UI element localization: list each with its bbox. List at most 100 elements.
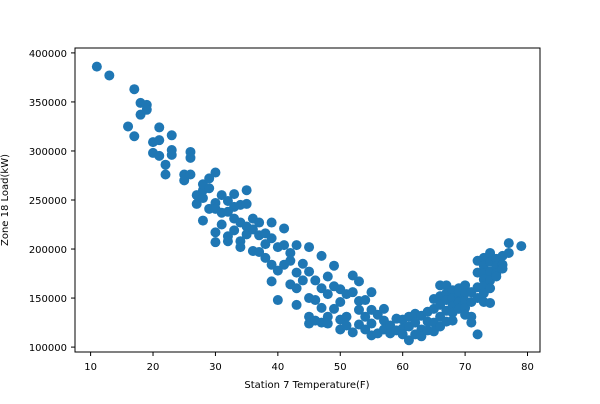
data-point bbox=[497, 263, 508, 274]
data-point bbox=[229, 189, 240, 200]
data-point bbox=[353, 304, 364, 315]
data-point bbox=[222, 195, 233, 206]
x-tick-label: 20 bbox=[147, 362, 160, 373]
data-point bbox=[260, 239, 271, 250]
x-tick-label: 80 bbox=[521, 362, 534, 373]
data-point bbox=[347, 287, 358, 298]
data-point bbox=[503, 238, 514, 249]
data-point bbox=[291, 267, 302, 278]
data-point bbox=[222, 236, 233, 247]
data-point bbox=[266, 259, 277, 270]
data-point bbox=[310, 275, 321, 286]
data-point bbox=[460, 280, 471, 291]
data-point bbox=[241, 185, 252, 196]
data-point bbox=[185, 169, 196, 180]
data-point bbox=[266, 276, 277, 287]
data-point bbox=[197, 215, 208, 226]
data-point bbox=[341, 311, 352, 322]
data-point bbox=[416, 331, 427, 342]
data-point bbox=[329, 303, 340, 314]
data-point bbox=[272, 265, 283, 276]
data-point bbox=[322, 311, 333, 322]
data-point bbox=[204, 173, 215, 184]
data-point bbox=[447, 315, 458, 326]
x-tick-label: 30 bbox=[209, 362, 222, 373]
data-point bbox=[141, 104, 152, 115]
data-point bbox=[403, 335, 414, 346]
x-tick-label: 70 bbox=[459, 362, 472, 373]
y-tick-label: 400000 bbox=[29, 49, 67, 60]
data-point bbox=[360, 324, 371, 335]
data-point bbox=[279, 223, 290, 234]
data-point bbox=[154, 122, 165, 133]
y-tick-label: 100000 bbox=[29, 343, 67, 354]
data-point bbox=[304, 266, 315, 277]
data-point bbox=[291, 283, 302, 294]
data-point bbox=[216, 219, 227, 230]
data-point bbox=[179, 175, 190, 186]
data-point bbox=[216, 190, 227, 201]
data-point bbox=[485, 283, 496, 294]
data-point bbox=[410, 317, 421, 328]
data-point bbox=[297, 275, 308, 286]
x-axis-ticks: 10 20 30 40 50 60 70 80 bbox=[84, 352, 534, 373]
data-point bbox=[266, 233, 277, 244]
data-point bbox=[322, 271, 333, 282]
data-point bbox=[260, 252, 271, 263]
data-point bbox=[347, 270, 358, 281]
data-point bbox=[466, 317, 477, 328]
x-axis-label: Station 7 Temperature(F) bbox=[244, 380, 369, 391]
data-point bbox=[241, 198, 252, 209]
data-point bbox=[123, 121, 134, 132]
data-point bbox=[210, 227, 221, 238]
data-point bbox=[210, 167, 221, 178]
data-point bbox=[229, 225, 240, 236]
data-point bbox=[360, 295, 371, 306]
data-point bbox=[297, 258, 308, 269]
data-point bbox=[254, 217, 265, 228]
points-layer bbox=[91, 61, 527, 346]
data-point bbox=[185, 152, 196, 163]
data-point bbox=[316, 302, 327, 313]
data-point bbox=[366, 287, 377, 298]
data-point bbox=[460, 302, 471, 313]
y-tick-label: 150000 bbox=[29, 294, 67, 305]
data-point bbox=[154, 150, 165, 161]
data-point bbox=[191, 198, 202, 209]
data-point bbox=[516, 241, 527, 252]
data-point bbox=[210, 237, 221, 248]
y-axis-label: Zone 18 Load(kW) bbox=[0, 154, 11, 246]
data-point bbox=[485, 247, 496, 258]
data-point bbox=[247, 224, 258, 235]
data-point bbox=[353, 276, 364, 287]
data-point bbox=[322, 318, 333, 329]
data-point bbox=[129, 131, 140, 142]
data-point bbox=[329, 260, 340, 271]
data-point bbox=[472, 329, 483, 340]
data-point bbox=[322, 289, 333, 300]
data-point bbox=[204, 183, 215, 194]
data-point bbox=[335, 296, 346, 307]
data-point bbox=[272, 295, 283, 306]
data-point bbox=[166, 130, 177, 141]
data-point bbox=[104, 70, 115, 81]
data-point bbox=[304, 242, 315, 253]
data-point bbox=[310, 295, 321, 306]
data-point bbox=[372, 309, 383, 320]
data-point bbox=[285, 255, 296, 266]
y-tick-label: 300000 bbox=[29, 147, 67, 158]
data-point bbox=[316, 283, 327, 294]
data-point bbox=[491, 271, 502, 282]
data-point bbox=[503, 247, 514, 258]
x-tick-label: 50 bbox=[334, 362, 347, 373]
data-point bbox=[347, 327, 358, 338]
y-axis-ticks: 100000 150000 200000 250000 300000 350000 4000… bbox=[29, 49, 75, 354]
data-point bbox=[485, 297, 496, 308]
data-point bbox=[129, 84, 140, 95]
y-tick-label: 250000 bbox=[29, 196, 67, 207]
x-tick-label: 40 bbox=[271, 362, 284, 373]
x-tick-label: 10 bbox=[84, 362, 97, 373]
data-point bbox=[279, 240, 290, 251]
data-point bbox=[91, 61, 102, 72]
